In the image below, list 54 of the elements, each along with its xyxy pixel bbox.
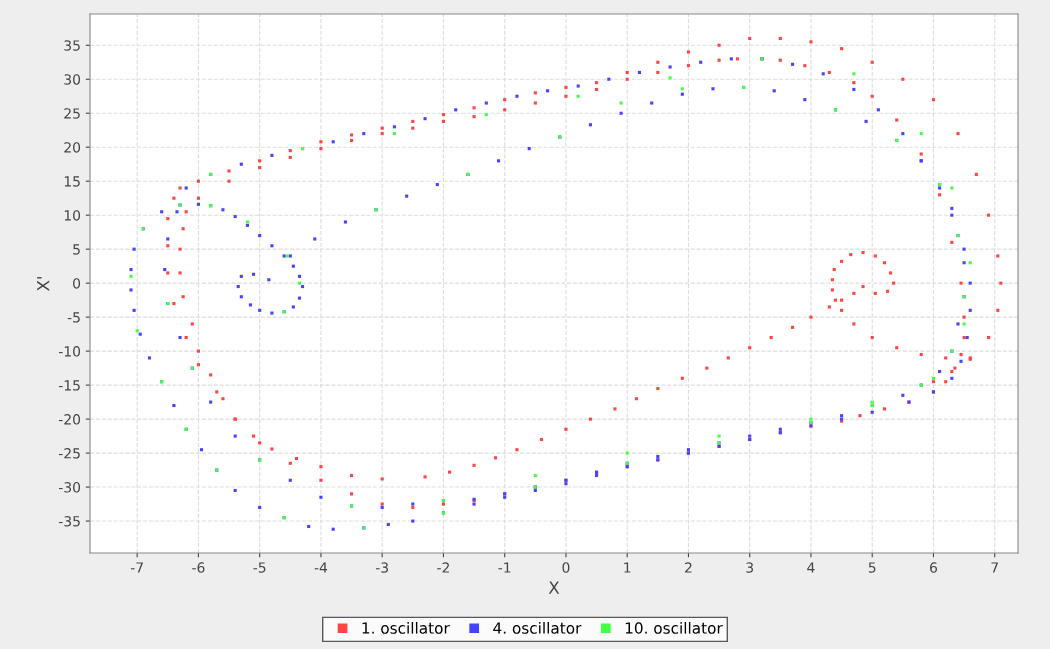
legend-label: 1. oscillator bbox=[362, 621, 450, 634]
point bbox=[962, 322, 966, 326]
x-tick-label: 3 bbox=[746, 562, 754, 573]
y-axis-title: X' bbox=[37, 277, 50, 291]
x-tick-label: 1 bbox=[624, 562, 631, 573]
point bbox=[576, 94, 580, 98]
y-tick-label: 0 bbox=[73, 278, 81, 289]
y-tick-label: -10 bbox=[58, 346, 81, 357]
y-tick-label: -25 bbox=[58, 448, 80, 459]
y-tick-label: -5 bbox=[67, 312, 80, 323]
x-tick-label: -4 bbox=[314, 562, 328, 573]
point bbox=[852, 72, 856, 76]
x-tick-label: 0 bbox=[562, 562, 570, 573]
x-tick-label: 4 bbox=[807, 562, 815, 573]
x-tick-label: 6 bbox=[930, 562, 938, 573]
y-tick-label: -20 bbox=[58, 414, 81, 425]
x-tick-label: -3 bbox=[375, 562, 388, 573]
y-tick-label: 35 bbox=[64, 40, 80, 51]
point bbox=[950, 186, 954, 190]
y-tick-label: 5 bbox=[73, 244, 80, 255]
point bbox=[809, 417, 813, 421]
point bbox=[717, 434, 721, 438]
point bbox=[484, 113, 488, 117]
x-tick-label: 2 bbox=[685, 562, 692, 573]
point bbox=[968, 261, 972, 265]
point bbox=[931, 376, 936, 380]
point bbox=[619, 101, 623, 105]
point bbox=[297, 281, 302, 285]
legend-label: 4. oscillator bbox=[493, 621, 582, 634]
point bbox=[680, 87, 684, 91]
x-tick-label: 5 bbox=[868, 562, 876, 573]
y-tick-label: 30 bbox=[64, 74, 81, 85]
y-tick-label: -15 bbox=[58, 380, 80, 391]
x-tick-label: -1 bbox=[498, 562, 511, 573]
y-tick-label: 20 bbox=[64, 142, 81, 153]
y-tick-label: 15 bbox=[64, 176, 80, 187]
point bbox=[668, 76, 672, 80]
point bbox=[129, 274, 133, 278]
y-tick-label: 10 bbox=[64, 210, 81, 221]
legend-label: 10. oscillator bbox=[625, 621, 723, 634]
x-tick-label: -6 bbox=[192, 562, 205, 573]
point bbox=[392, 132, 396, 136]
x-tick-label: -5 bbox=[253, 562, 266, 573]
x-tick-label: -7 bbox=[130, 562, 143, 573]
y-tick-label: -35 bbox=[58, 516, 80, 527]
point bbox=[919, 132, 923, 136]
y-tick-label: -30 bbox=[58, 482, 81, 493]
x-tick-label: -2 bbox=[437, 562, 449, 573]
x-tick-label: 7 bbox=[991, 562, 998, 573]
point bbox=[533, 473, 537, 478]
point bbox=[870, 400, 874, 404]
point bbox=[625, 451, 629, 455]
x-axis-title: X bbox=[548, 581, 560, 594]
y-tick-label: 25 bbox=[64, 108, 80, 119]
